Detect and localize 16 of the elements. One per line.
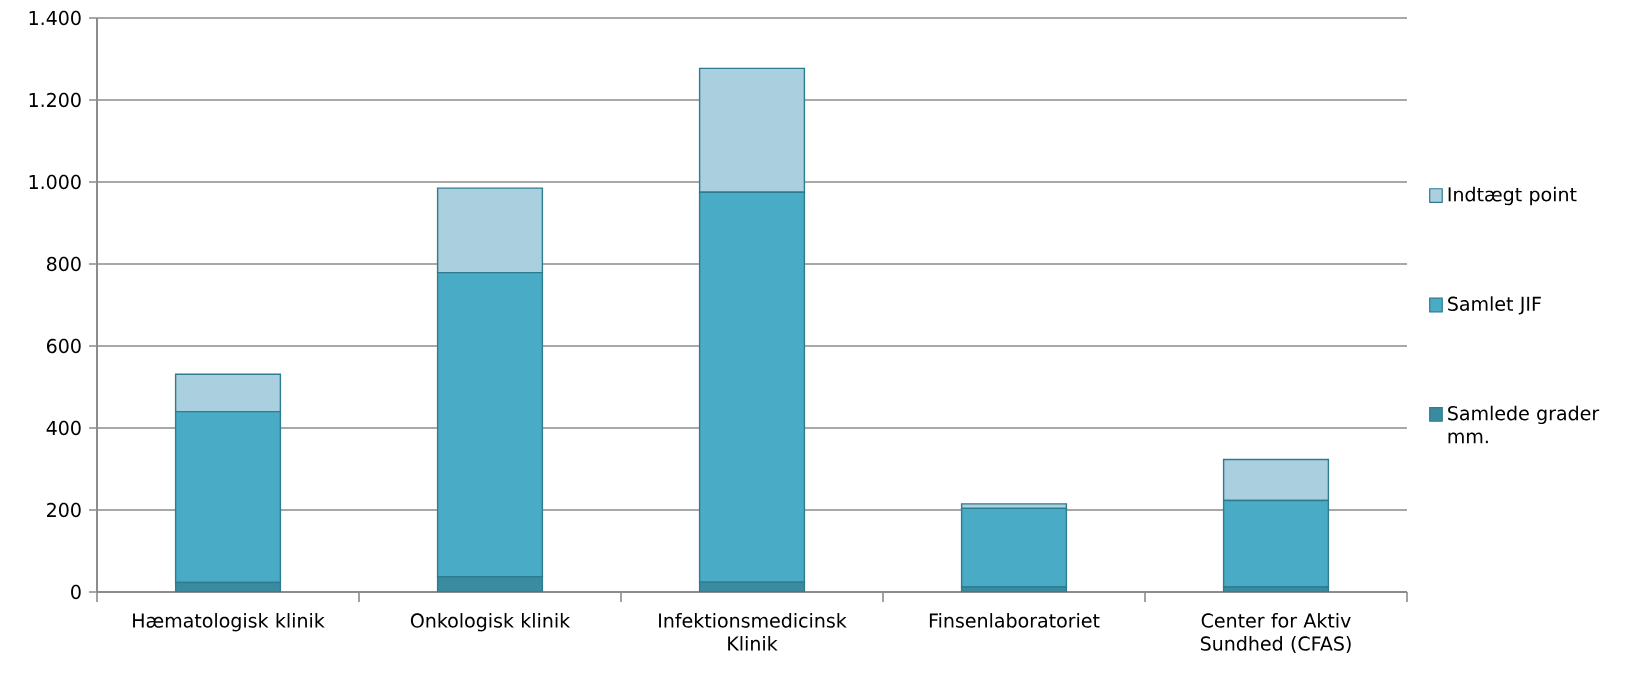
x-tick-label: Hæmatologisk klinik (133, 613, 325, 632)
legend-label: Samlede grader mm. (1448, 405, 1600, 444)
x-tick-label: Finsenlaboratoriet (929, 613, 1100, 628)
y-tick-label: 200 (47, 502, 81, 518)
y-tick-label: 1.400 (29, 10, 81, 26)
legend-label: Indtægt point (1448, 186, 1577, 206)
y-tick-label: 400 (46, 420, 81, 436)
x-tick-label: Infektionsmedicinsk Klinik (659, 613, 847, 651)
y-tick-label: 600 (46, 338, 81, 354)
x-tick-label: Center for Aktiv Sundhed (CFAS) (1200, 613, 1351, 653)
y-tick-label: 1.200 (29, 92, 81, 108)
legend-label: Samlet JIF (1448, 296, 1541, 315)
x-tick-label: Onkologisk klinik (410, 613, 571, 632)
y-tick-label: 0 (71, 584, 81, 600)
y-tick-label: 1.000 (29, 174, 81, 190)
y-tick-label: 800 (46, 256, 81, 272)
